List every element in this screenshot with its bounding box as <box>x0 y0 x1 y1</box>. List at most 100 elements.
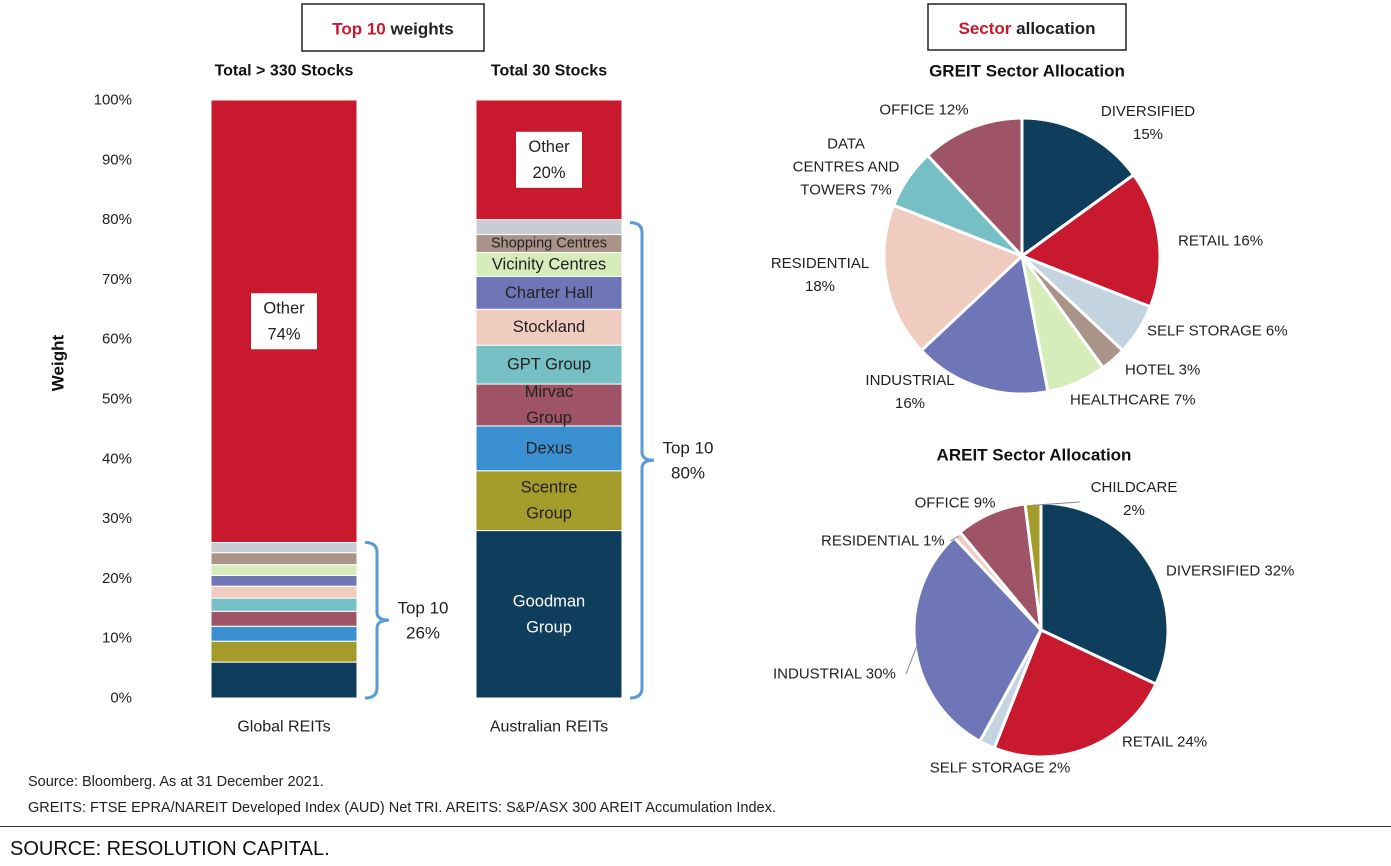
pie-slice-shape <box>926 116 1024 258</box>
segment-label: Other 20% <box>528 138 570 182</box>
pie-slice-shape <box>912 535 1043 743</box>
bar-segment <box>210 661 358 699</box>
bar-segment-fill <box>475 344 623 385</box>
pie-slice-shape <box>1023 501 1043 632</box>
pie-slice-shape <box>1020 116 1136 258</box>
bracket-label: Top 10 80% <box>662 438 713 482</box>
y-tick-label: 80% <box>102 211 132 228</box>
slice-label: OFFICE 12% <box>879 102 968 119</box>
x-category-label: Global REITs <box>237 719 330 736</box>
bar-segment-fill <box>210 542 358 554</box>
bar-segment <box>210 625 358 642</box>
pie-slice-shape <box>992 628 1158 759</box>
header-box <box>927 3 1127 51</box>
slice-label: DIVERSIFIED 15% <box>1101 103 1195 143</box>
source-note: GREITS: FTSE EPRA/NAREIT Developed Index… <box>28 800 776 816</box>
slice-label: RETAIL 16% <box>1178 233 1263 250</box>
bracket-shape <box>364 541 390 700</box>
bar-segment-fill <box>210 564 358 576</box>
bar-segment <box>210 574 358 587</box>
slice-label: INDUSTRIAL 16% <box>865 372 954 412</box>
pie-slice: RETAIL 16% <box>1020 173 1263 309</box>
segment-label-box <box>251 293 317 350</box>
y-tick-label: 60% <box>102 331 132 348</box>
pie-slice-shape <box>1020 173 1162 309</box>
bar-segment: Other 74% <box>210 99 358 544</box>
bar-segment <box>210 552 358 566</box>
bar-segment <box>210 542 358 554</box>
y-tick-label: 50% <box>102 391 132 408</box>
slice-label: DATA CENTRES AND TOWERS 7% <box>793 136 900 199</box>
y-tick-label: 10% <box>102 630 132 647</box>
slice-label: SELF STORAGE 6% <box>1147 323 1288 340</box>
segment-label: Charter Hall <box>505 284 593 302</box>
segment-label: GPT Group <box>507 356 591 374</box>
slice-label: CHILDCARE 2% <box>1091 479 1178 519</box>
source-notes: Source: Bloomberg. As at 31 December 202… <box>28 774 776 816</box>
slice-label: RESIDENTIAL 18% <box>771 255 869 295</box>
reit-weights-figure: Top 10 weights Sector allocation 0% 10% 20%… <box>28 3 1294 816</box>
slice-label: INDUSTRIAL 30% <box>773 666 896 683</box>
bar-segment: Goodman Group <box>475 530 623 699</box>
segment-label: Other 74% <box>263 299 305 343</box>
bar-segment-fill <box>210 552 358 566</box>
bracket-label: Top 10 26% <box>397 598 448 642</box>
segment-label: Stockland <box>513 318 585 336</box>
bar-segment-fill <box>210 585 358 599</box>
header-box <box>301 3 485 52</box>
pie-slice: DATA CENTRES AND TOWERS 7% <box>793 136 1024 258</box>
bar-segment: Charter Hall <box>475 275 623 310</box>
pie-slice: DIVERSIFIED 32% <box>1039 501 1294 686</box>
bar-segment: Dexus <box>475 425 623 472</box>
areit-pie-chart: AREIT Sector Allocation DIVERSIFIED 32% RE… <box>773 446 1294 777</box>
slice-leader-line <box>1033 501 1081 506</box>
pie-title: AREIT Sector Allocation <box>937 446 1132 465</box>
source-note: Source: Bloomberg. As at 31 December 202… <box>28 774 324 790</box>
bar-segment: Stockland <box>475 308 623 346</box>
bar-segment: Vicinity Centres <box>475 251 623 277</box>
segment-label: Goodman Group <box>513 592 585 636</box>
slice-label: HEALTHCARE 7% <box>1070 392 1196 409</box>
pie-slice-shape <box>1039 501 1170 686</box>
bar-segment <box>210 610 358 627</box>
bar-segment <box>475 219 623 236</box>
bar-segment-fill <box>475 530 623 699</box>
pie-slice: INDUSTRIAL 30% <box>773 535 1043 743</box>
y-tick-label: 0% <box>110 690 132 707</box>
pie-slice: RETAIL 24% <box>992 628 1207 759</box>
bar-segment: Other 20% <box>475 99 623 221</box>
bar-segment <box>210 585 358 599</box>
slice-label: RESIDENTIAL 1% <box>821 533 945 550</box>
bar-segment-fill <box>475 383 623 427</box>
bar-segment: Mirvac Group <box>475 383 623 427</box>
bar-segment-fill <box>210 661 358 699</box>
slice-label: OFFICE 9% <box>915 495 996 512</box>
bar-subtitle: Total 30 Stocks <box>491 63 607 80</box>
header-boxes: Top 10 weights Sector allocation <box>301 3 1127 52</box>
bar-segment-fill <box>210 597 358 612</box>
pie-slice: CHILDCARE 2% <box>1023 479 1178 632</box>
top10-bracket: Top 10 26% <box>364 541 449 700</box>
pie-slice: OFFICE 9% <box>915 495 1043 632</box>
bar-segment-fill <box>210 640 358 663</box>
bar-segment-fill <box>475 219 623 236</box>
pie-slice: INDUSTRIAL 16% <box>865 254 1050 412</box>
greit-pie-chart: GREIT Sector Allocation DIVERSIFIED 15% RET… <box>771 62 1288 413</box>
pie-slice: RESIDENTIAL 18% <box>771 203 1024 352</box>
pie-title: GREIT Sector Allocation <box>929 62 1125 81</box>
pie-slice-shape <box>882 203 1024 352</box>
segment-label: Vicinity Centres <box>492 255 606 273</box>
bar-segment-fill <box>210 574 358 587</box>
bar-segment: Shopping Centres <box>475 234 623 253</box>
y-tick-label: 40% <box>102 450 132 467</box>
bar-segment-fill <box>210 610 358 627</box>
bar-segment-fill <box>475 425 623 472</box>
bracket-shape <box>629 221 655 700</box>
bar-segment <box>210 597 358 612</box>
bar-segment-fill <box>475 470 623 532</box>
bar-segment-fill <box>475 275 623 310</box>
slice-label: RETAIL 24% <box>1122 734 1207 751</box>
y-tick-label: 20% <box>102 570 132 587</box>
y-tick-label: 70% <box>102 271 132 288</box>
slice-leader-line <box>905 645 918 675</box>
